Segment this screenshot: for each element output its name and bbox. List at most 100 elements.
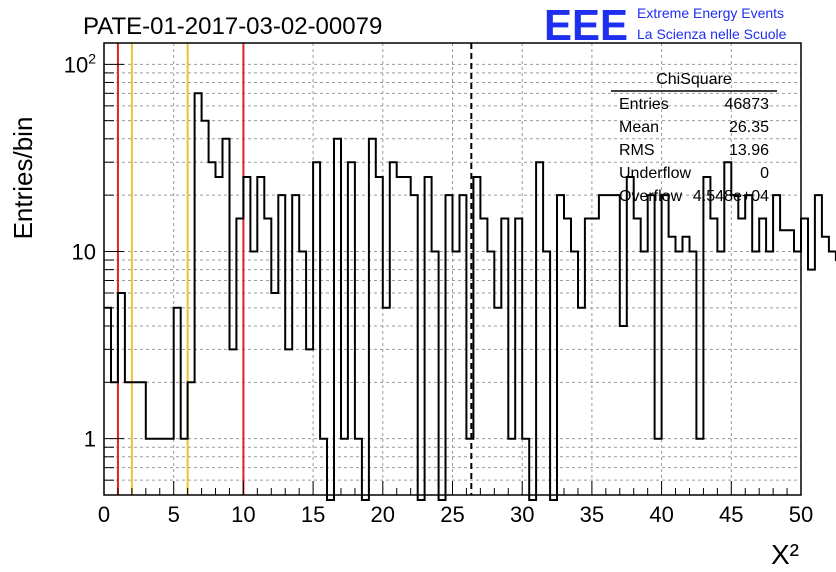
histogram-bin	[383, 308, 390, 495]
histogram-bin	[355, 439, 362, 495]
x-tick-label: 50	[789, 502, 813, 527]
histogram-bin	[592, 219, 599, 495]
histogram-bin	[766, 251, 773, 495]
stats-row-label: Underflow	[619, 165, 691, 182]
histogram-bin	[446, 195, 453, 495]
histogram-bin	[411, 195, 418, 495]
histogram-bin	[543, 251, 550, 495]
histogram-bin	[689, 251, 696, 495]
histogram-bin	[181, 439, 188, 495]
histogram-bin	[655, 439, 662, 495]
histogram-bin	[202, 121, 209, 495]
stats-box: ChiSquare Entries 46873 Mean 26.35 RMS 13.96 U…	[611, 71, 777, 205]
histogram-bin	[459, 195, 466, 495]
histogram-bin	[738, 219, 745, 495]
histogram-bin	[320, 439, 327, 495]
histogram-bin	[480, 219, 487, 495]
stats-row-value: 4.548e+04	[693, 188, 769, 205]
histogram-bin	[829, 251, 836, 495]
x-tick-label: 15	[301, 502, 325, 527]
histogram-bin	[487, 251, 494, 495]
histogram-bin	[167, 439, 174, 495]
stats-title: ChiSquare	[656, 71, 732, 88]
histogram-bin	[334, 139, 341, 495]
histogram-bin	[397, 177, 404, 495]
histogram-bin	[341, 439, 348, 495]
histogram-bin	[222, 139, 229, 495]
histogram-bin	[160, 439, 167, 495]
histogram-bin	[606, 195, 613, 495]
histogram-bin	[466, 439, 473, 495]
histogram-bin	[599, 195, 606, 495]
histogram-bin	[571, 251, 578, 495]
eee-logo-text: EEE	[544, 1, 628, 50]
histogram-bin	[139, 382, 146, 495]
histogram-bin	[494, 308, 501, 495]
stats-row-label: Entries	[619, 96, 669, 113]
histogram-bin	[703, 177, 710, 495]
eee-logo: EEE Extreme Energy Events La Scienza nel…	[544, 1, 787, 50]
histogram-bin	[627, 177, 634, 495]
histogram-bin	[508, 439, 515, 495]
histogram-bin	[620, 326, 627, 495]
histogram-bin	[313, 162, 320, 495]
x-tick-label: 45	[719, 502, 743, 527]
x-tick-label: 25	[440, 502, 464, 527]
histogram-bin	[773, 195, 780, 495]
histogram-bin	[564, 219, 571, 495]
histogram-bin	[585, 219, 592, 495]
y-tick-label: 10	[72, 239, 96, 264]
histogram-bin	[125, 382, 132, 495]
x-tick-label: 0	[98, 502, 110, 527]
histogram-bin	[759, 219, 766, 495]
histogram-bin	[717, 251, 724, 495]
histogram-bin	[683, 237, 690, 495]
histogram-bin	[696, 439, 703, 495]
histogram-bin	[146, 439, 153, 495]
histogram-bin	[236, 219, 243, 495]
stats-row-label: Overflow	[619, 188, 683, 205]
histogram-bin	[669, 237, 676, 495]
histogram-bin	[522, 439, 529, 495]
chart-title: PATE-01-2017-03-02-00079	[83, 13, 382, 40]
histogram-bin	[292, 195, 299, 495]
histogram-bin	[710, 219, 717, 495]
eee-logo-line1: Extreme Energy Events	[637, 5, 784, 21]
x-tick-label: 10	[231, 502, 255, 527]
axes	[103, 63, 802, 496]
histogram-bin	[648, 195, 655, 495]
stats-row-label: Mean	[619, 119, 659, 136]
histogram-series	[104, 92, 836, 501]
histogram-bin	[662, 195, 669, 495]
histogram-bin	[306, 349, 313, 495]
histogram-bin	[724, 162, 731, 495]
stats-row-value: 46873	[725, 96, 770, 113]
histogram-bin	[557, 195, 564, 495]
histogram-bin	[731, 195, 738, 495]
histogram-bin	[787, 230, 794, 495]
histogram-bin	[634, 219, 641, 495]
histogram-bin	[250, 251, 257, 495]
stats-row-value: 26.35	[729, 119, 769, 136]
histogram-bin	[752, 251, 759, 495]
histogram-bin	[404, 177, 411, 495]
histogram-bin	[780, 230, 787, 495]
x-tick-label: 35	[580, 502, 604, 527]
y-axis-label: Entries/bin	[8, 117, 38, 240]
histogram-bin	[271, 293, 278, 495]
histogram-bin	[376, 177, 383, 495]
histogram-bin	[188, 382, 195, 495]
grid	[104, 43, 801, 496]
histogram-bin	[815, 195, 822, 495]
histogram-bin	[425, 177, 432, 495]
histogram-bin	[285, 349, 292, 495]
histogram-bin	[132, 382, 139, 495]
histogram-bin	[801, 219, 808, 495]
tick-labels: 0 5 10 15 20 25 30 35 40 45 50 1 10 102	[64, 50, 814, 527]
histogram-bin	[278, 195, 285, 495]
histogram-bin	[501, 219, 508, 495]
histogram-bin	[453, 251, 460, 495]
x-tick-label: 40	[649, 502, 673, 527]
stats-rows: Entries 46873 Mean 26.35 RMS 13.96 Underflow 0 O…	[619, 96, 769, 205]
